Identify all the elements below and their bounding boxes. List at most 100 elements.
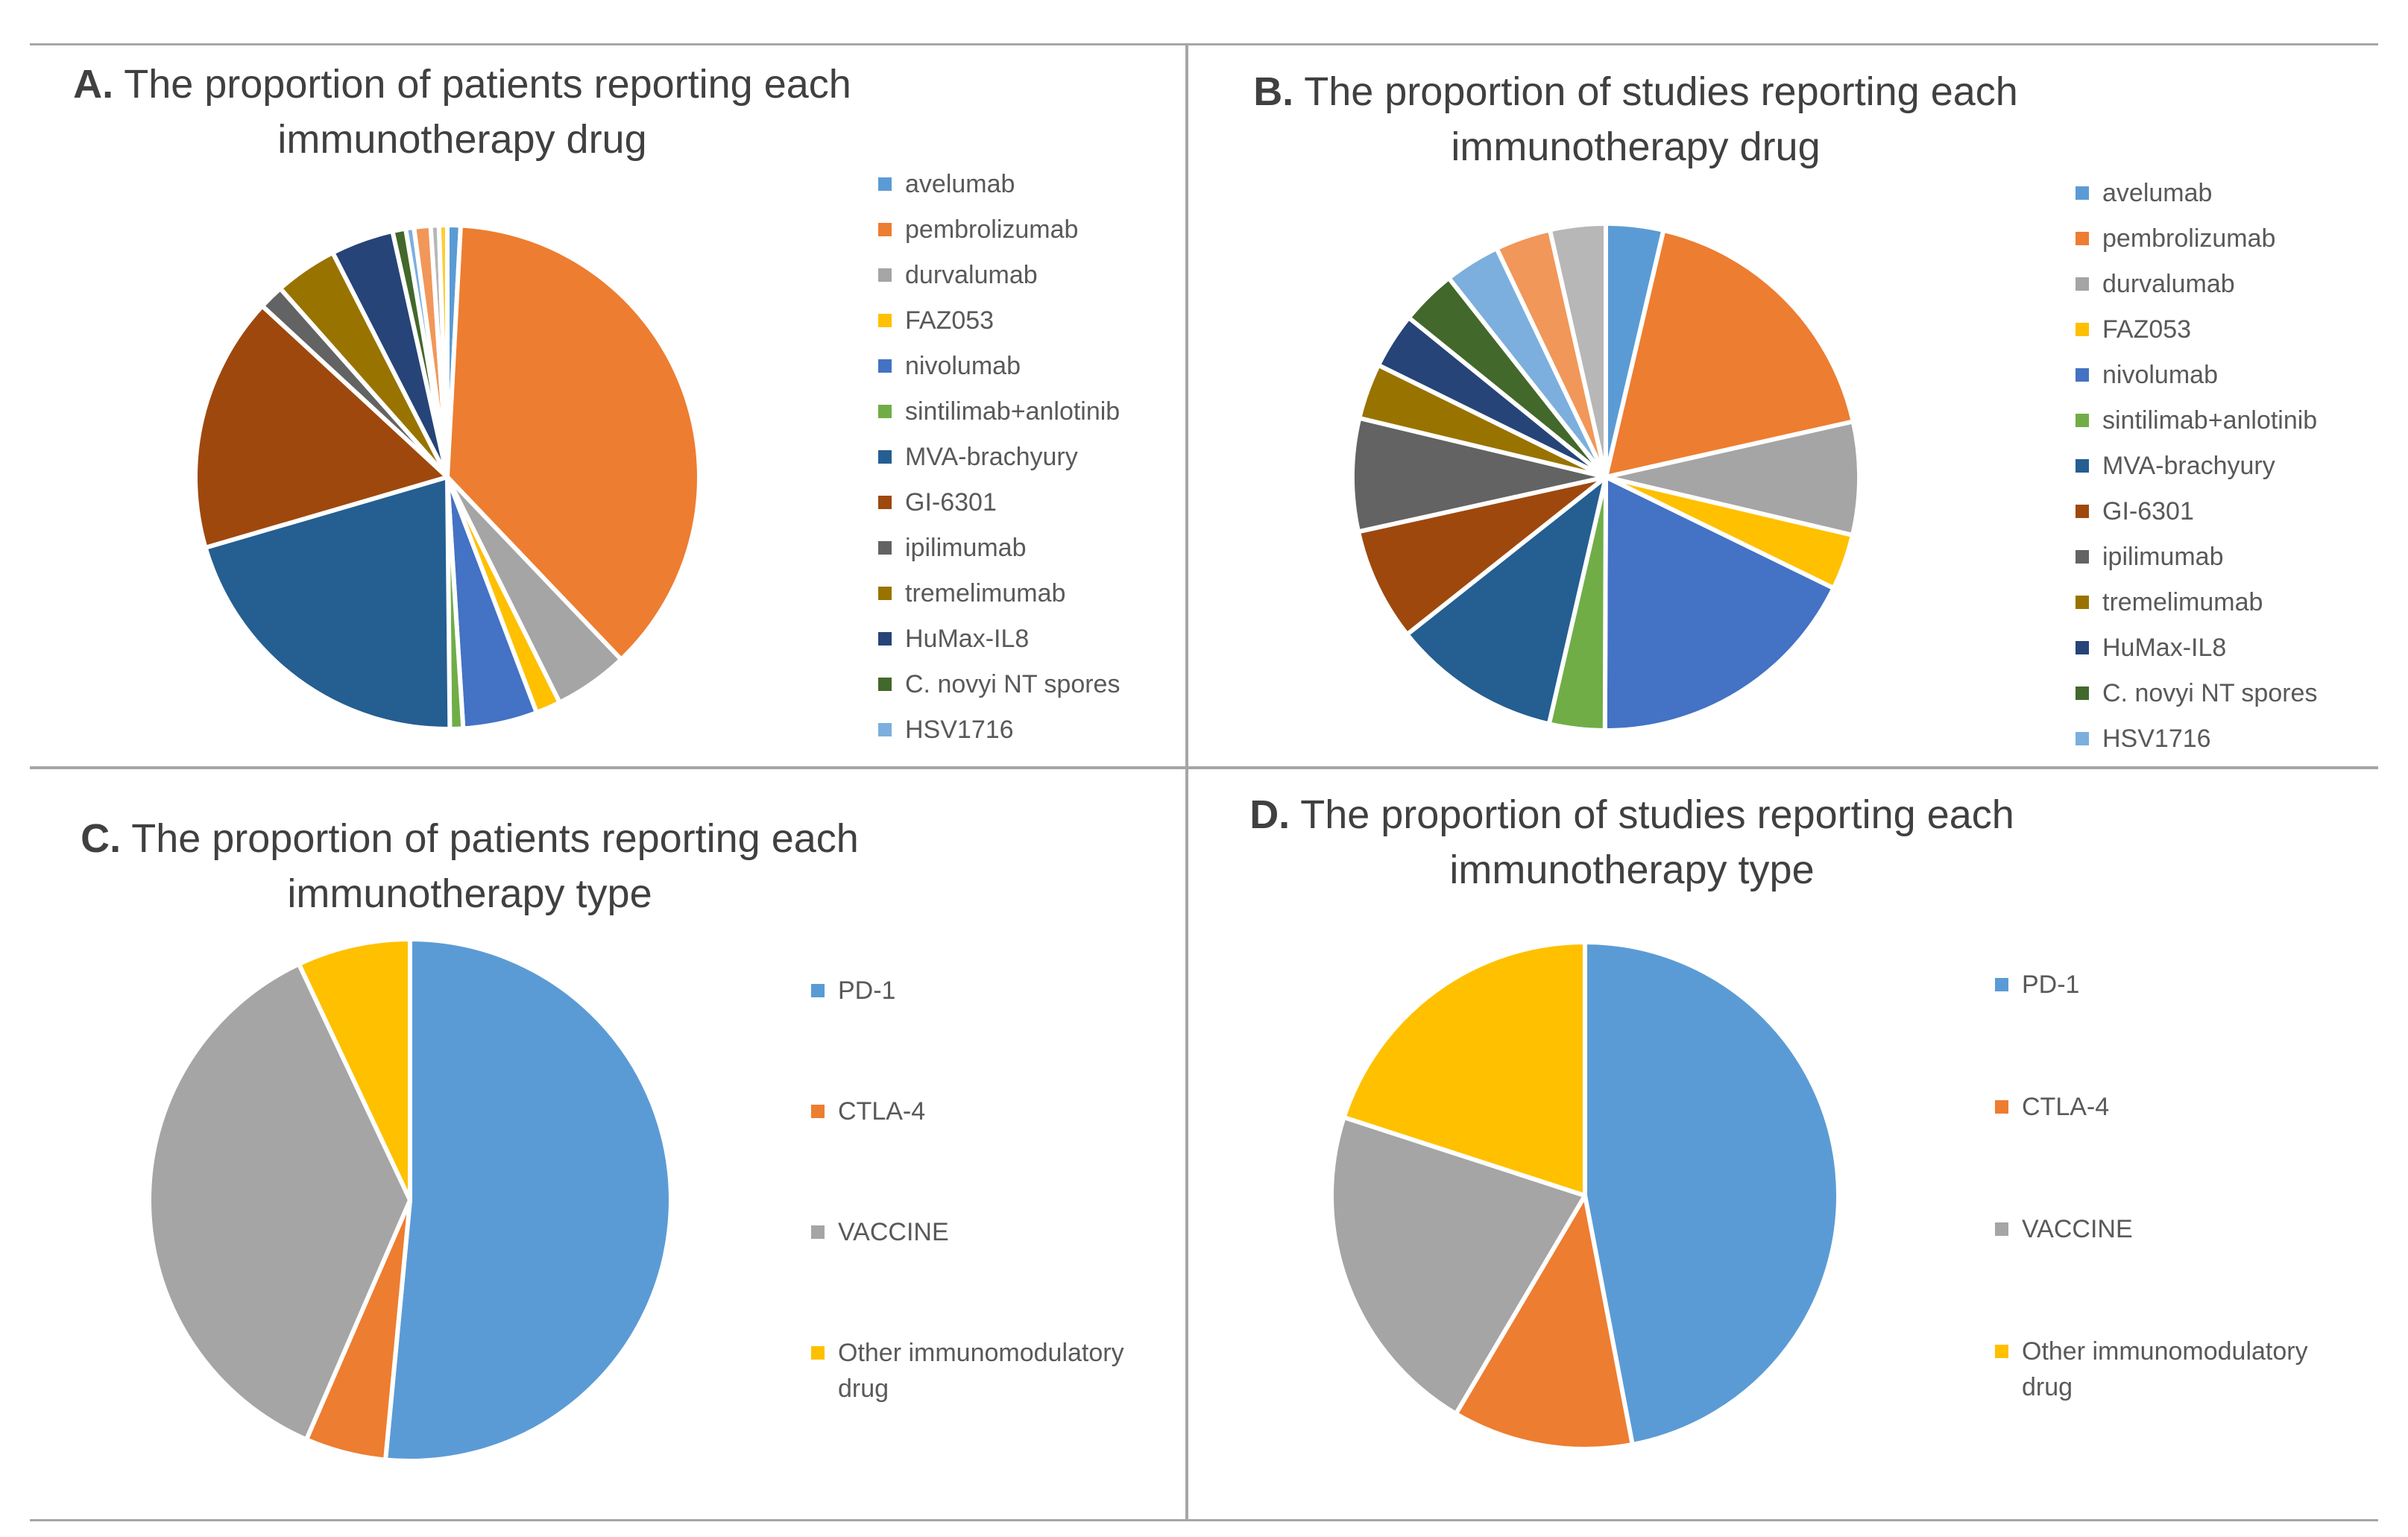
legend-label: drug	[838, 1375, 889, 1403]
legend-label: MVA-brachyury	[905, 443, 1078, 471]
pie-slice-gi-6301-7	[1356, 475, 1608, 637]
legend-swatch	[2076, 323, 2089, 336]
title-line: The proportion of studies reporting each	[1304, 69, 2018, 114]
legend-label: durvalumab	[2102, 270, 2235, 298]
pie-slice-vaccine-2	[147, 962, 412, 1442]
grid-rule-top	[30, 43, 2378, 45]
pie-slice-durvalumab-2	[1604, 419, 1862, 537]
legend-label: drug	[2022, 1373, 2073, 1401]
title-line: immunotherapy type	[287, 871, 652, 916]
legend-swatch	[2076, 277, 2089, 291]
legend-label: ipilimumab	[2102, 543, 2224, 571]
legend-swatch	[878, 359, 892, 373]
legend-label: CTLA-4	[838, 1097, 926, 1126]
legend-label: sintilimab+anlotinib	[2102, 406, 2318, 435]
legend-label: HSV1716	[905, 716, 1014, 744]
legend-swatch	[878, 587, 892, 600]
panel-d: D. The proportion of studies reporting e…	[1188, 769, 2408, 1519]
pie-slice-pembrolizumab-1	[1604, 227, 1856, 479]
panel-letter: D.	[1249, 792, 1290, 837]
legend-swatch	[1995, 978, 2008, 991]
pie-slice-unlabeled-14	[1547, 221, 1608, 479]
legend-label: pembrolizumab	[2102, 224, 2276, 253]
pie-chart-d	[1329, 940, 1841, 1451]
pie-chart-a	[193, 223, 702, 731]
legend-swatch	[878, 268, 892, 282]
legend-label: VACCINE	[2022, 1215, 2133, 1243]
title-line: immunotherapy drug	[1451, 124, 1821, 169]
panel-c: C. The proportion of patients reporting …	[0, 769, 1185, 1519]
panel-letter: C.	[81, 816, 122, 861]
legend-label: MVA-brachyury	[2102, 452, 2275, 480]
legend-swatch	[1995, 1345, 2008, 1358]
panel-a: A. The proportion of patients reporting …	[0, 0, 1185, 766]
legend-swatch	[878, 632, 892, 646]
legend-label: pembrolizumab	[905, 215, 1079, 244]
legend-label: ipilimumab	[905, 534, 1027, 562]
pie-slice-pd-1-0	[1583, 940, 1841, 1447]
legend-label: HuMax-IL8	[2102, 634, 2227, 662]
legend-label: HSV1716	[2102, 725, 2211, 753]
legend-swatch	[2076, 232, 2089, 245]
legend-swatch	[2076, 505, 2089, 518]
legend-label: HuMax-IL8	[905, 625, 1030, 653]
pie-chart-b	[1350, 221, 1862, 733]
legend-swatch	[2076, 687, 2089, 700]
legend-swatch	[2076, 641, 2089, 654]
legend-label: FAZ053	[2102, 315, 2192, 344]
pie-slice-pd-1-0	[383, 937, 673, 1463]
legend-swatch	[2076, 596, 2089, 609]
panel-c-title: C. The proportion of patients reporting …	[22, 811, 917, 921]
panel-letter: A.	[73, 62, 114, 107]
title-line: The proportion of patients reporting eac…	[124, 62, 851, 107]
pie-slice-unlabeled-15	[436, 223, 450, 479]
legend-label: durvalumab	[905, 261, 1038, 289]
legend-swatch	[2076, 459, 2089, 473]
legend-label: avelumab	[905, 170, 1015, 198]
legend-label: Other immunomodulatory	[2022, 1337, 2308, 1366]
legend-swatch	[811, 1346, 825, 1360]
legend-label: PD-1	[2022, 971, 2080, 999]
pie-slice-ipilimumab-8	[1350, 415, 1608, 534]
legend-label: tremelimumab	[905, 579, 1066, 607]
panel-d-title: D. The proportion of studies reporting e…	[1188, 787, 2076, 897]
pie-slice-mva-brachyury-6	[1405, 475, 1608, 727]
grid-rule-vertical	[1185, 43, 1188, 1521]
pie-slice-pembrolizumab-1	[445, 223, 702, 662]
legend-swatch	[2076, 414, 2089, 427]
legend-label: CTLA-4	[2022, 1093, 2110, 1121]
pie-chart-c	[147, 937, 673, 1463]
legend-label: C. novyi NT spores	[2102, 679, 2318, 707]
panel-letter: B.	[1253, 69, 1294, 114]
title-line: immunotherapy type	[1449, 848, 1815, 892]
legend-label: VACCINE	[838, 1218, 949, 1246]
pie-slice-mva-brachyury-6	[203, 475, 453, 731]
pie-slice-vaccine-2	[1329, 1114, 1587, 1416]
panel-a-title: A. The proportion of patients reporting …	[15, 57, 910, 167]
legend-swatch	[878, 405, 892, 418]
legend-label: Other immunomodulatory	[838, 1339, 1124, 1367]
legend-label: GI-6301	[905, 488, 997, 517]
title-line: The proportion of studies reporting each	[1300, 792, 2014, 837]
legend-label: FAZ053	[905, 306, 995, 335]
pie-slice-ctla-4-1	[1453, 1193, 1635, 1451]
legend-label: PD-1	[838, 976, 896, 1005]
legend-label: C. novyi NT spores	[905, 670, 1121, 698]
legend-swatch	[878, 723, 892, 736]
legend-label: sintilimab+anlotinib	[905, 397, 1121, 426]
legend-swatch	[2076, 368, 2089, 382]
pie-slice-gi-6301-7	[193, 303, 450, 550]
legend-swatch	[811, 1105, 825, 1118]
pie-slice-nivolumab-4	[1602, 475, 1836, 733]
legend-swatch	[878, 177, 892, 191]
title-line: The proportion of patients reporting eac…	[131, 816, 859, 861]
legend-swatch	[878, 541, 892, 555]
legend-swatch	[2076, 550, 2089, 564]
pie-slice-other-immunomodulatory-drug-3	[296, 937, 412, 1202]
grid-rule-middle	[30, 766, 2378, 769]
legend-label: tremelimumab	[2102, 588, 2263, 616]
legend-swatch	[1995, 1100, 2008, 1114]
legend-swatch	[878, 496, 892, 509]
panel-b-title: B. The proportion of studies reporting e…	[1188, 64, 2083, 174]
